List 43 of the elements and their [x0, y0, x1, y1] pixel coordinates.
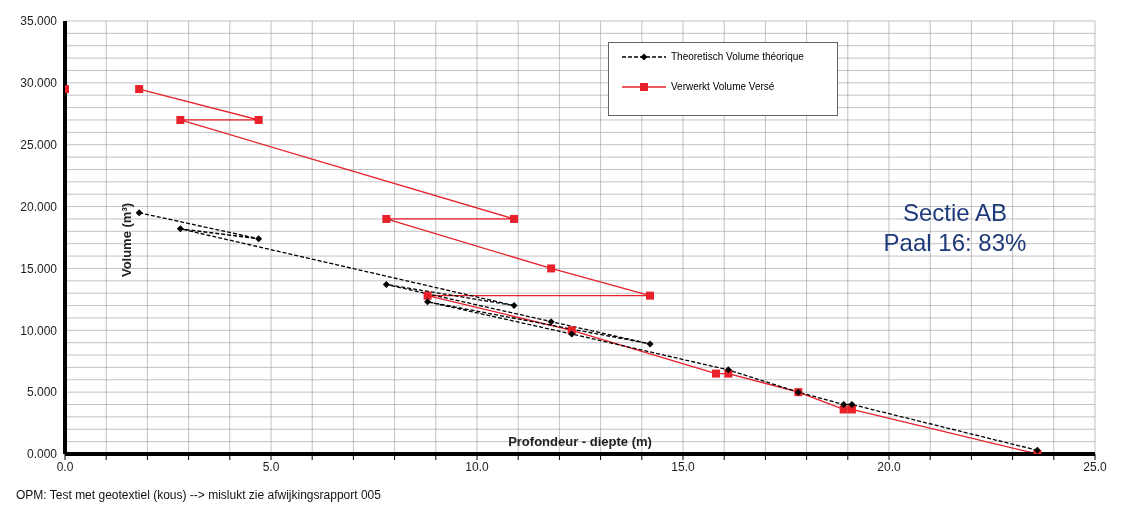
x-tick-label: 0.0 — [56, 459, 74, 474]
point — [1033, 446, 1041, 454]
point — [424, 298, 432, 306]
y-tick-label: 5.000 — [26, 385, 58, 400]
legend-label: Theoretisch Volume théorique — [670, 51, 805, 64]
x-axis-title: Profondeur - diepte (m) — [508, 434, 652, 449]
y-tick-label: 35.000 — [20, 14, 58, 29]
x-tick-label: 20.0 — [877, 459, 901, 474]
point — [382, 214, 391, 223]
y-tick-label: 20.000 — [20, 199, 58, 214]
annotation: Sectie AB — [901, 198, 1009, 228]
x-tick-label: 25.0 — [1083, 459, 1107, 474]
point — [135, 85, 144, 94]
point — [711, 369, 720, 378]
legend-label: Verwerkt Volume Versé — [670, 81, 776, 94]
y-tick-label: 10.000 — [20, 323, 58, 338]
point — [423, 291, 432, 300]
point — [547, 264, 556, 273]
x-tick-label: 5.0 — [262, 459, 280, 474]
y-axis-title: Volume (m³) — [118, 202, 134, 278]
annotation: Paal 16: 83% — [882, 228, 1028, 258]
y-tick-label: 25.000 — [20, 137, 58, 152]
point — [255, 235, 263, 243]
point — [176, 115, 185, 124]
x-tick-label: 10.0 — [465, 459, 489, 474]
point — [646, 340, 654, 348]
point — [646, 291, 655, 300]
point — [568, 330, 576, 338]
point — [547, 318, 555, 326]
y-tick-label: 15.000 — [20, 261, 58, 276]
point — [724, 366, 732, 374]
y-tick-label: 0.000 — [26, 447, 58, 462]
point — [176, 225, 184, 233]
text: OPM: Test met geotextiel (kous) --> mislukt zie afwijkingsrapport 005 — [16, 488, 381, 502]
point — [254, 115, 263, 124]
point — [135, 209, 143, 217]
point — [510, 302, 518, 310]
point — [510, 214, 519, 223]
y-tick-label: 30.000 — [20, 76, 58, 91]
point — [848, 401, 856, 409]
x-tick-label: 15.0 — [671, 459, 695, 474]
point — [382, 281, 390, 289]
point — [840, 401, 848, 409]
